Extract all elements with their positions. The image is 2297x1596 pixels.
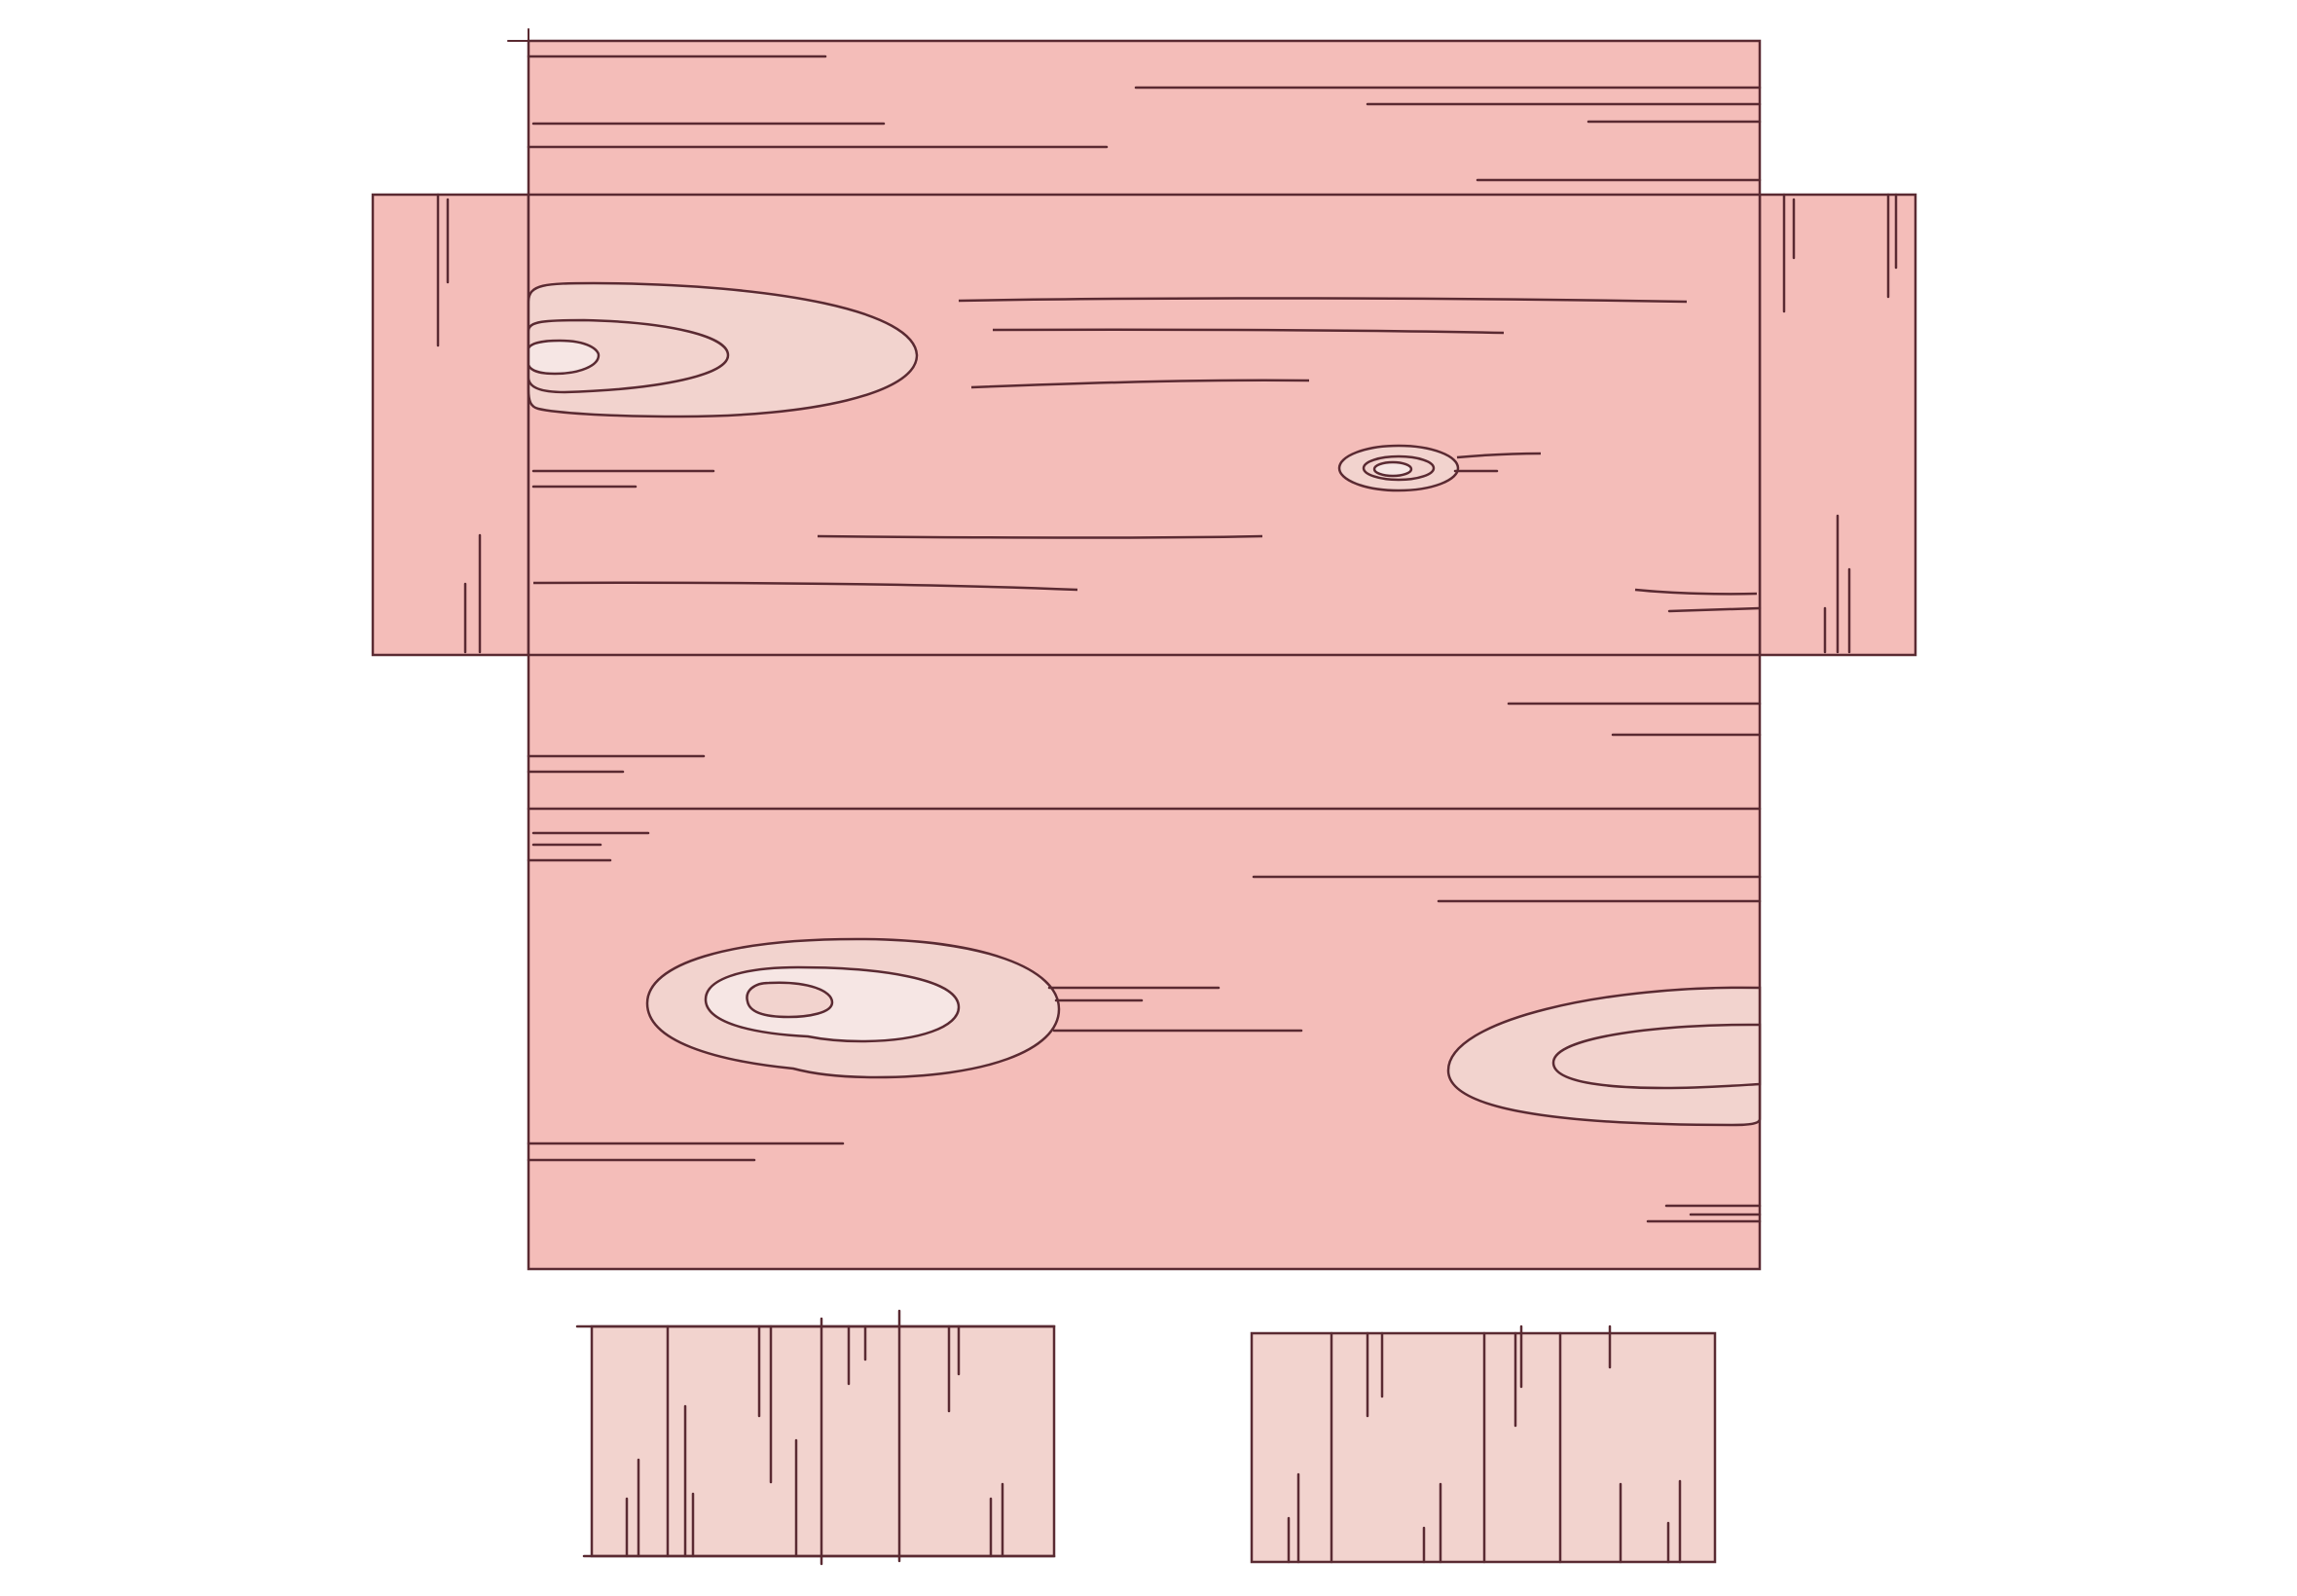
box-net-right-flap — [1758, 193, 1917, 657]
box-net-left-flap — [371, 193, 530, 657]
box-end-piece-right — [1250, 1324, 1717, 1564]
box-net-main-panel — [507, 28, 1762, 1271]
box-end-piece-left — [575, 1309, 1056, 1566]
